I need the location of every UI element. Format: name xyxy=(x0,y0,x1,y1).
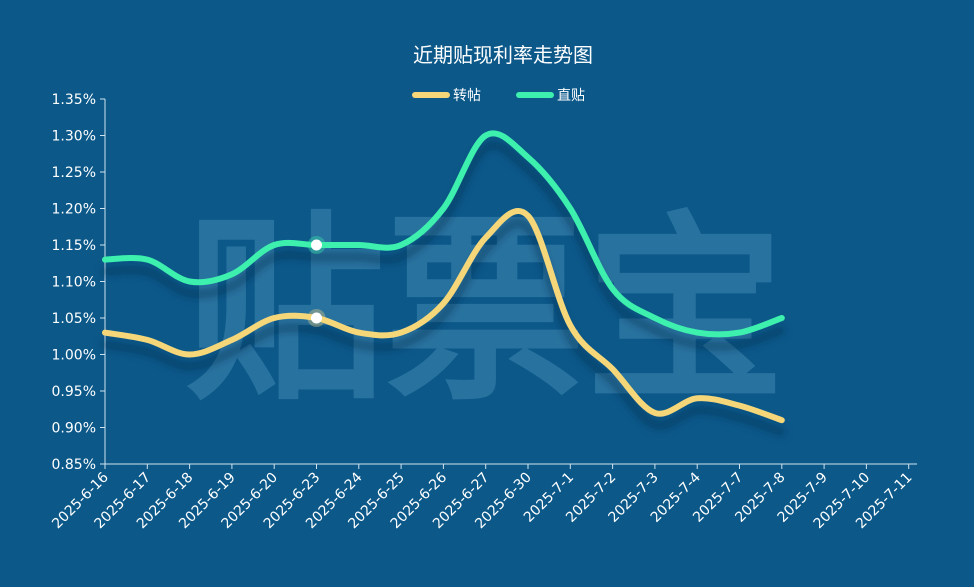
y-tick-label: 1.35% xyxy=(52,92,96,108)
y-tick-label: 1.25% xyxy=(52,165,96,181)
y-tick-label: 1.00% xyxy=(52,348,96,364)
y-tick-label: 1.30% xyxy=(52,129,96,145)
series-line-1 xyxy=(102,130,785,338)
y-tick-label: 0.85% xyxy=(52,457,96,473)
y-tick-label: 1.05% xyxy=(52,311,96,327)
highlight-point-1 xyxy=(311,239,322,251)
y-tick-label: 0.90% xyxy=(52,421,96,437)
highlight-point-0 xyxy=(311,312,322,324)
x-axis: 2025-6-162025-6-172025-6-182025-6-192025… xyxy=(49,463,917,532)
legend-label-1: 直贴 xyxy=(557,87,585,104)
legend-label-0: 转帖 xyxy=(453,88,481,104)
series-line-0 xyxy=(102,208,785,424)
watermark-text: 贴票宝 xyxy=(185,195,785,428)
y-axis: 0.85% 0.90% 0.95% 1.00% 1.05% 1.10% 1.15% 1.20%… xyxy=(52,92,106,473)
legend: 转帖 直贴 xyxy=(412,87,585,104)
y-tick-label: 1.20% xyxy=(52,202,96,218)
series-layer xyxy=(102,130,785,424)
y-tick-label: 1.10% xyxy=(52,275,96,291)
y-tick-label: 1.15% xyxy=(52,238,96,254)
chart-title: 近期贴现利率走势图 xyxy=(413,43,593,67)
y-tick-label: 0.95% xyxy=(52,384,96,400)
